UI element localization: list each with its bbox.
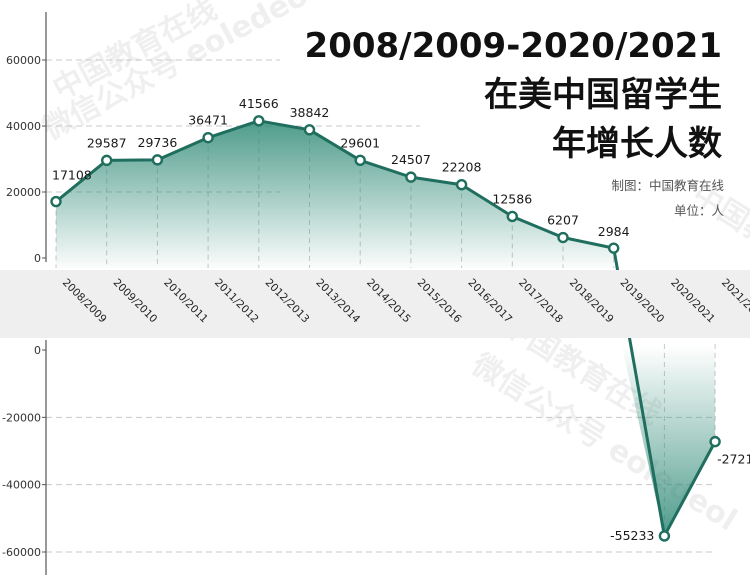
data-label: 38842 xyxy=(290,105,330,120)
data-label: 22208 xyxy=(442,160,482,175)
chart-title-line-1: 2008/2009-2020/2021 xyxy=(305,26,722,66)
data-label: 12586 xyxy=(492,191,532,206)
data-label: -27213 xyxy=(717,452,750,467)
data-point xyxy=(202,131,214,144)
data-label: 29587 xyxy=(87,135,127,150)
data-point xyxy=(658,530,671,542)
data-point xyxy=(608,242,620,254)
data-point xyxy=(303,124,316,136)
series-line xyxy=(55,119,717,538)
y-tick-label: 0 xyxy=(34,252,41,265)
y-tick-label: -20000 xyxy=(2,411,41,424)
chart-title-line-2: 在美中国留学生 xyxy=(484,75,722,115)
data-point xyxy=(100,154,113,167)
data-point xyxy=(50,195,62,208)
data-point xyxy=(557,231,569,244)
data-label: -55233 xyxy=(610,528,654,543)
data-point xyxy=(455,179,468,191)
data-point xyxy=(405,171,417,183)
data-point xyxy=(354,154,366,167)
x-axis-band-overlay xyxy=(0,270,750,338)
data-label: 17108 xyxy=(52,168,92,183)
chart-credit: 制图：中国教育在线 xyxy=(611,178,724,193)
data-label: 29736 xyxy=(138,135,178,150)
y-tick-label: 40000 xyxy=(6,120,41,133)
data-point xyxy=(253,115,265,127)
y-tick-label: 20000 xyxy=(6,186,41,199)
y-tick-label: -60000 xyxy=(2,546,41,559)
chart-unit: 单位：人 xyxy=(674,203,725,218)
area-lower xyxy=(621,346,716,536)
y-tick-label: -40000 xyxy=(2,479,41,492)
data-point xyxy=(709,435,721,448)
data-label: 36471 xyxy=(188,113,228,128)
data-label: 29601 xyxy=(340,135,380,150)
chart-title-line-3: 年增长人数 xyxy=(552,124,722,164)
data-label: 41566 xyxy=(239,96,279,111)
y-tick-label: 60000 xyxy=(6,54,41,67)
data-label: 24507 xyxy=(391,152,431,167)
data-label: 2984 xyxy=(598,224,630,239)
data-label: 6207 xyxy=(547,213,579,228)
data-point xyxy=(151,154,164,166)
y-tick-label: 0 xyxy=(34,344,41,357)
data-point xyxy=(506,210,518,223)
area-upper xyxy=(56,120,614,268)
